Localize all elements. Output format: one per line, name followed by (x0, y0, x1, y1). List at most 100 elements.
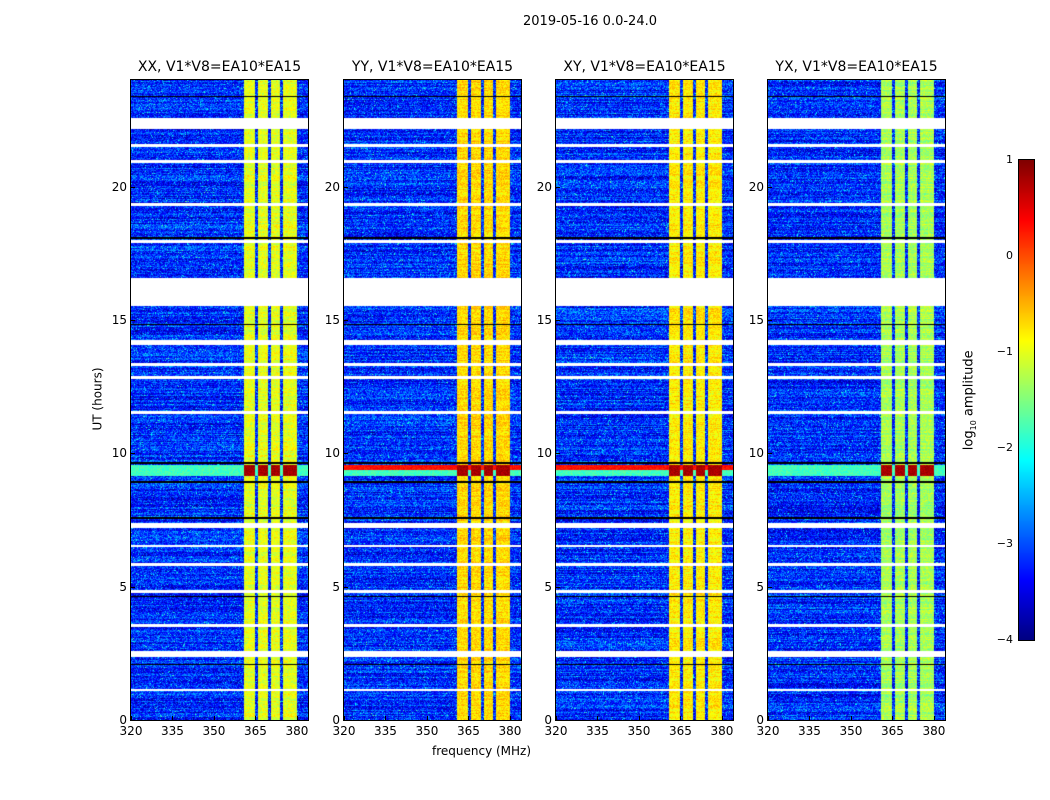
y-tick-label: 0 (332, 713, 340, 727)
x-tick (255, 716, 257, 720)
figure-title: 2019-05-16 0.0-24.0 (523, 14, 657, 29)
panel-frame (767, 79, 946, 721)
y-tick-label: 10 (324, 446, 340, 461)
x-tick-label: 365 (457, 724, 480, 738)
heatmap-panel (131, 80, 308, 720)
y-tick (131, 586, 135, 588)
x-tick (468, 716, 470, 720)
x-tick (385, 716, 387, 720)
x-tick-label: 320 (332, 724, 356, 738)
y-tick (131, 720, 135, 721)
y-tick (768, 586, 772, 588)
x-tick (597, 716, 599, 720)
colorbar-tick-label: −4 (996, 633, 1013, 646)
x-tick-label: 320 (756, 724, 780, 738)
x-tick (680, 716, 682, 720)
y-tick-label: 5 (756, 579, 764, 594)
y-tick (131, 320, 135, 321)
x-tick (638, 716, 640, 720)
colorbar-tick-label: −2 (996, 441, 1013, 454)
y-tick (344, 586, 348, 588)
y-tick (556, 720, 560, 721)
heatmap-panel (344, 80, 521, 720)
y-tick-label: 15 (111, 313, 127, 327)
x-tick-label: 380 (285, 724, 309, 738)
y-tick (768, 320, 772, 321)
x-tick-label: 380 (922, 724, 946, 738)
x-tick-label: 335 (161, 724, 184, 738)
y-tick-label: 20 (324, 179, 340, 194)
colorbar-tick-label: 1 (1006, 153, 1013, 166)
y-tick-label: 10 (536, 446, 552, 461)
colorbar-frame (1018, 159, 1035, 641)
x-tick-label: 380 (710, 724, 734, 738)
y-axis-label: UT (hours) (90, 367, 105, 431)
x-tick (296, 716, 298, 720)
x-tick (172, 716, 174, 720)
x-tick-label: 365 (669, 724, 692, 738)
x-tick (892, 716, 894, 720)
y-tick (556, 320, 560, 321)
x-tick (131, 716, 132, 720)
x-tick (344, 716, 345, 720)
y-tick-label: 15 (748, 313, 764, 327)
panel-frame (555, 79, 734, 721)
y-tick (768, 186, 772, 188)
x-tick-label: 335 (374, 724, 397, 738)
x-tick-label: 365 (244, 724, 267, 738)
x-tick (509, 716, 511, 720)
panel-frame (343, 79, 522, 721)
x-tick (556, 716, 557, 720)
x-tick-label: 320 (544, 724, 568, 738)
y-tick-label: 15 (536, 313, 552, 327)
y-tick-label: 15 (324, 313, 340, 327)
y-tick-label: 10 (111, 446, 127, 461)
x-tick (213, 716, 215, 720)
x-tick (721, 716, 723, 720)
x-tick-label: 350 (627, 724, 651, 738)
y-tick-label: 5 (119, 579, 127, 594)
y-tick (768, 720, 772, 721)
colorbar-tick-label: −1 (996, 345, 1013, 358)
x-tick (809, 716, 811, 720)
y-tick (556, 453, 560, 455)
y-tick (131, 186, 135, 188)
colorbar-label-sub: 10 (969, 420, 979, 431)
x-tick-label: 335 (798, 724, 821, 738)
x-tick (768, 716, 769, 720)
y-tick-label: 10 (748, 446, 764, 461)
x-tick-label: 320 (119, 724, 143, 738)
x-tick (933, 716, 935, 720)
y-tick (344, 453, 348, 455)
colorbar-tick-label: −3 (996, 537, 1013, 550)
y-tick (768, 453, 772, 455)
y-tick (556, 586, 560, 588)
x-axis-label: frequency (MHz) (432, 744, 532, 758)
x-tick-label: 335 (586, 724, 609, 738)
x-tick-label: 380 (498, 724, 522, 738)
y-tick-label: 5 (544, 579, 552, 594)
y-tick (556, 186, 560, 188)
heatmap-panel (768, 80, 945, 720)
y-tick-label: 20 (748, 179, 764, 194)
y-tick (344, 720, 348, 721)
y-tick (344, 320, 348, 321)
heatmap-panel (556, 80, 733, 720)
x-tick-label: 350 (415, 724, 439, 738)
y-tick-label: 0 (119, 713, 127, 727)
y-tick (344, 186, 348, 188)
y-tick-label: 5 (332, 579, 340, 594)
x-tick-label: 365 (881, 724, 904, 738)
colorbar (1019, 160, 1034, 640)
x-tick (850, 716, 852, 720)
x-tick-label: 350 (839, 724, 863, 738)
y-tick-label: 0 (756, 713, 764, 727)
y-tick (131, 453, 135, 455)
panel-frame (130, 79, 309, 721)
colorbar-tick-label: 0 (1006, 249, 1013, 262)
colorbar-label-main: log (961, 430, 977, 451)
y-tick-label: 20 (536, 179, 552, 194)
y-tick-label: 20 (111, 179, 127, 194)
x-tick (426, 716, 428, 720)
